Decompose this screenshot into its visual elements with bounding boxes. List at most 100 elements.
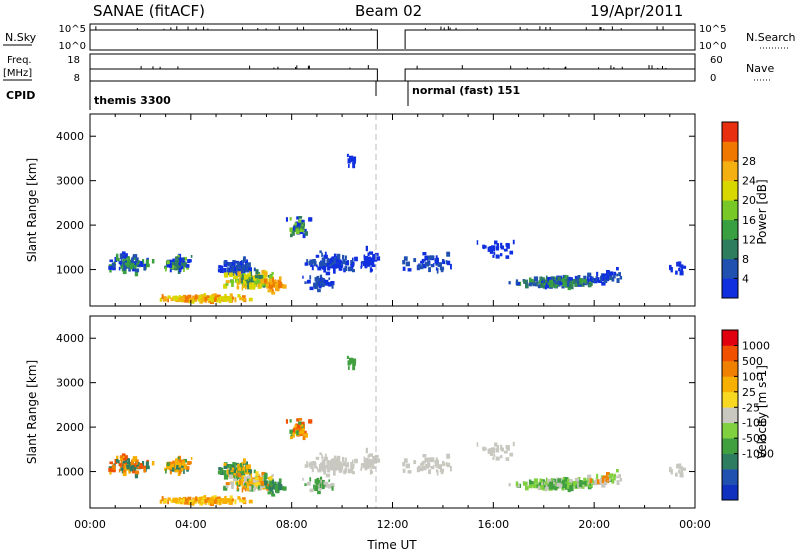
power-cell xyxy=(172,258,176,262)
colorbar-swatch xyxy=(722,278,738,299)
velocity-cell xyxy=(120,459,123,464)
velocity-cell xyxy=(229,465,234,468)
velocity-cell xyxy=(503,450,508,454)
velocity-cell xyxy=(162,498,167,504)
velocity-axes: 1000 2000 3000 4000 00:00 04:00 08:00 12:00 16:0… xyxy=(56,316,711,531)
velocity-cell xyxy=(407,470,412,474)
power-cell xyxy=(601,274,605,280)
y-tick-label: 2000 xyxy=(56,219,84,232)
velocity-cell xyxy=(531,482,536,487)
velocity-cell xyxy=(549,481,554,486)
power-cell xyxy=(298,219,302,223)
velocity-cell xyxy=(587,478,589,483)
power-cell xyxy=(177,254,180,258)
power-cell xyxy=(233,273,236,277)
velocity-cell xyxy=(233,475,236,479)
power-cell xyxy=(242,264,246,270)
power-cell xyxy=(435,263,440,266)
power-cell xyxy=(204,297,207,302)
power-cell xyxy=(304,228,307,234)
velocity-cell xyxy=(233,468,237,473)
power-cell xyxy=(311,264,314,271)
power-cell xyxy=(339,264,344,268)
power-cell xyxy=(402,260,406,265)
velocity-cell xyxy=(190,457,193,460)
velocity-cell xyxy=(308,463,311,468)
velocity-cell xyxy=(372,456,376,462)
velocity-cell xyxy=(255,478,259,485)
velocity-cell xyxy=(500,447,504,452)
power-cell xyxy=(669,264,672,271)
colorbar-tick-label: 8 xyxy=(742,253,749,266)
velocity-cell xyxy=(678,469,681,474)
velocity-cell xyxy=(554,479,557,483)
velocity-cell xyxy=(237,473,242,478)
velocity-cell xyxy=(554,485,558,491)
velocity-cell xyxy=(525,485,529,491)
power-cell xyxy=(334,259,339,264)
velocity-cell xyxy=(681,467,687,471)
velocity-cell xyxy=(363,459,367,463)
power-cell xyxy=(670,267,673,273)
power-cell xyxy=(579,278,583,284)
power-cell xyxy=(581,284,585,287)
velocity-cell xyxy=(321,463,325,468)
power-cell xyxy=(256,279,261,284)
power-cell xyxy=(223,298,228,302)
power-cell xyxy=(321,278,325,281)
velocity-cell xyxy=(325,473,331,478)
power-cell xyxy=(178,260,182,266)
power-cell xyxy=(301,222,304,227)
velocity-cell xyxy=(175,469,180,473)
velocity-cell xyxy=(220,498,225,502)
velocity-cell xyxy=(619,478,623,482)
power-cell xyxy=(116,253,119,258)
velocity-cell xyxy=(606,472,610,478)
colorbar-swatch xyxy=(722,219,738,240)
power-cell xyxy=(515,279,519,285)
power-cell xyxy=(259,281,263,287)
velocity-cell xyxy=(194,497,198,502)
velocity-cell xyxy=(191,501,195,506)
velocity-cell xyxy=(239,476,243,480)
velocity-cell xyxy=(176,465,179,468)
velocity-cell xyxy=(318,464,324,469)
power-ylabel: Slant Range [km] xyxy=(25,158,39,262)
power-cell xyxy=(131,257,134,263)
velocity-cell xyxy=(540,484,544,490)
power-cell xyxy=(342,254,345,260)
velocity-cell xyxy=(533,478,539,484)
velocity-cell xyxy=(530,481,534,485)
nsky-label: N.Sky xyxy=(5,31,37,44)
power-cell xyxy=(241,285,244,291)
freq-trace xyxy=(89,68,696,81)
nsky-tick-high: 10^5 xyxy=(59,24,86,35)
power-cell xyxy=(299,226,304,232)
x-tick-label: 00:00 xyxy=(679,518,711,531)
velocity-cell xyxy=(417,466,420,472)
velocity-cell xyxy=(523,481,528,486)
velocity-cell xyxy=(603,475,608,479)
power-cell xyxy=(247,275,250,281)
velocity-cell xyxy=(316,477,320,481)
power-cell xyxy=(267,289,272,293)
velocity-cell xyxy=(368,453,374,457)
power-cell xyxy=(197,297,201,302)
velocity-cell xyxy=(285,419,288,424)
velocity-cell xyxy=(605,479,607,482)
velocity-cell xyxy=(677,463,682,469)
velocity-cell xyxy=(422,454,427,458)
power-cell xyxy=(189,297,192,302)
power-cell xyxy=(328,282,331,287)
velocity-cell xyxy=(349,357,354,364)
velocity-cell xyxy=(553,484,555,490)
power-cell xyxy=(292,230,295,236)
velocity-cell xyxy=(491,447,496,452)
power-cell xyxy=(618,272,621,277)
power-cell xyxy=(135,260,139,263)
power-cell xyxy=(538,280,541,284)
power-cell xyxy=(175,259,180,263)
power-cell xyxy=(500,253,503,257)
y-tick-label: 4000 xyxy=(56,130,84,143)
